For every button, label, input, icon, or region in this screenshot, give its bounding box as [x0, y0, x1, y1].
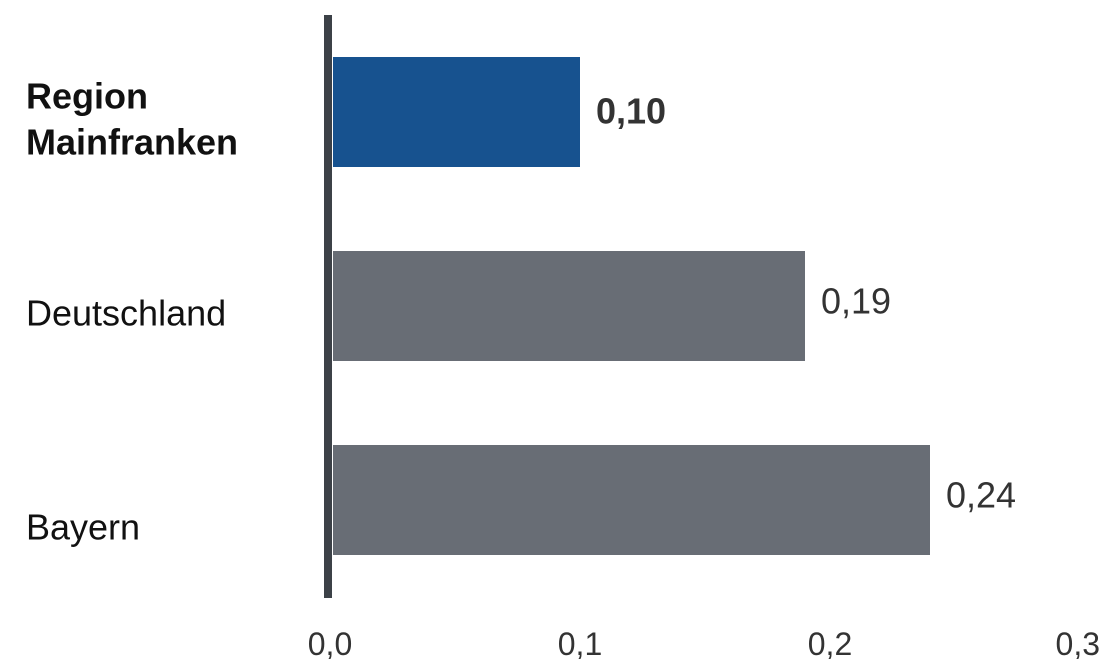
value-label-0: 0,10 — [596, 91, 666, 132]
value-labels-group: 0,10 0,19 0,24 — [596, 91, 1016, 516]
value-label-2: 0,24 — [946, 475, 1016, 516]
category-labels-group: Region Mainfranken Deutschland Bayern — [26, 76, 238, 548]
x-tick-label-1: 0,1 — [558, 626, 602, 659]
bars-group — [333, 57, 930, 555]
category-label-0: Region Mainfranken — [26, 76, 238, 163]
category-label-1: Deutschland — [26, 293, 226, 334]
category-label-2: Bayern — [26, 507, 140, 548]
category-label-line: Bayern — [26, 507, 140, 548]
category-label-line: Mainfranken — [26, 122, 238, 163]
bar-1 — [333, 251, 805, 361]
category-label-line: Deutschland — [26, 293, 226, 334]
x-tick-label-2: 0,2 — [808, 626, 852, 659]
x-tick-labels-group: 0,0 0,1 0,2 0,3 — [308, 626, 1100, 659]
bar-0 — [333, 57, 580, 167]
bar-2 — [333, 445, 930, 555]
x-tick-label-0: 0,0 — [308, 626, 352, 659]
value-label-1: 0,19 — [821, 281, 891, 322]
x-tick-label-3: 0,3 — [1056, 626, 1100, 659]
category-label-line: Region — [26, 76, 148, 117]
